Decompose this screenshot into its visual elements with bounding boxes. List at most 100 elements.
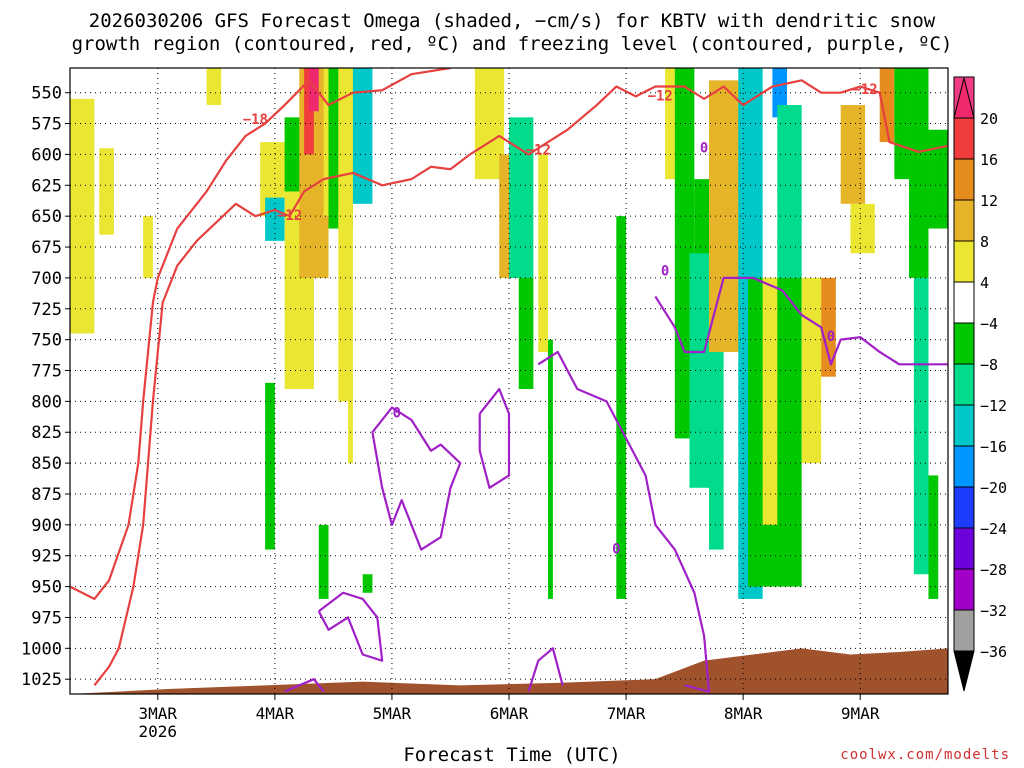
omega-cell: [894, 68, 909, 180]
omega-cell: [762, 277, 778, 525]
colorbar-over-arrow: [953, 77, 975, 119]
contour-label: 0: [393, 406, 401, 422]
y-tick-label: 900: [31, 516, 62, 536]
contour-line: [654, 276, 948, 366]
omega-cell: [143, 216, 153, 278]
y-tick-label: 1025: [21, 670, 62, 690]
y-tick-label: 1000: [21, 639, 62, 659]
y-tick-label: 775: [31, 362, 62, 382]
y-tick-label: 550: [31, 84, 62, 104]
colorbar-tick-label: 8: [980, 233, 989, 251]
colorbar-tick-label: 4: [980, 274, 989, 292]
colorbar-segment: [953, 486, 975, 529]
y-tick-label: 725: [31, 300, 62, 320]
contour-line: [478, 387, 511, 489]
x-axis-label: Forecast Time (UTC): [403, 744, 621, 766]
contour-label: 0: [661, 264, 669, 280]
x-tick-label: 5MAR: [373, 704, 412, 723]
omega-cell: [265, 382, 275, 550]
omega-cell: [850, 203, 875, 254]
y-tick-label: 575: [31, 115, 62, 135]
y-tick-label: 675: [31, 238, 62, 258]
contour-label: −12: [277, 208, 302, 224]
colorbar-tick-label: −36: [980, 643, 1007, 661]
y-tick-label: 925: [31, 547, 62, 567]
x-tick-sublabel: 2026: [139, 722, 178, 741]
x-tick-label: 6MAR: [490, 704, 529, 723]
colorbar-segment: [953, 445, 975, 488]
omega-cell: [362, 574, 373, 593]
omega-cell: [913, 277, 929, 575]
contour-line: [284, 678, 325, 693]
colorbar-tick-label: −20: [980, 479, 1007, 497]
omega-cell: [338, 68, 353, 402]
contour-label: 0: [827, 329, 835, 345]
colorbar-tick-label: 12: [980, 192, 998, 210]
omega-cell: [318, 524, 329, 599]
colorbar-tick-label: 20: [980, 110, 998, 128]
contour-line: [537, 350, 711, 693]
omega-cell: [548, 339, 553, 599]
y-tick-label: 700: [31, 269, 62, 289]
x-tick-label: 3MAR: [139, 704, 178, 723]
colorbar-segment: [953, 527, 975, 570]
colorbar-segment: [953, 363, 975, 406]
omega-cell: [348, 376, 353, 464]
x-tick-label: 4MAR: [256, 704, 295, 723]
contour-line: [317, 591, 384, 662]
contour-line: [70, 68, 451, 601]
y-tick-label: 750: [31, 331, 62, 351]
colorbar-segment: [953, 117, 975, 160]
y-tick-label: 650: [31, 207, 62, 227]
contour-label: −12: [526, 143, 551, 159]
omega-cell: [99, 148, 114, 235]
colorbar-segment: [953, 609, 975, 652]
omega-cell: [801, 277, 822, 464]
terrain-ground: [70, 648, 948, 694]
source-credit: coolwx.com/modelts: [840, 747, 1010, 763]
contour-label: −18: [243, 112, 268, 128]
chart-title-line-1: 2026030206 GFS Forecast Omega (shaded, −…: [88, 10, 936, 32]
omega-cell: [777, 105, 802, 278]
colorbar-tick-label: −8: [980, 356, 998, 374]
y-tick-label: 850: [31, 454, 62, 474]
plot-area: −18 −12 −12 −12 −12 0 0 0 0 0: [70, 68, 948, 694]
colorbar-segment: [953, 158, 975, 201]
colorbar-tick-label: −16: [980, 438, 1007, 456]
omega-cell: [206, 68, 222, 106]
contour-line: [527, 647, 564, 692]
contour-line: [93, 79, 948, 687]
omega-cell: [616, 216, 627, 599]
contour-label: 0: [612, 542, 620, 558]
y-tick-label: 800: [31, 392, 62, 412]
contour-label: −12: [648, 88, 673, 104]
omega-cell: [509, 117, 534, 278]
omega-cell: [538, 154, 549, 352]
omega-cell: [265, 197, 285, 241]
y-tick-label: 975: [31, 608, 62, 628]
omega-cell: [840, 105, 866, 204]
colorbar-tick-label: −12: [980, 397, 1007, 415]
y-tick-label: 825: [31, 423, 62, 443]
colorbar-segment: [953, 568, 975, 611]
omega-cell: [708, 80, 744, 352]
colorbar-segment: [953, 199, 975, 242]
contour-line: [371, 406, 462, 551]
colorbar-tick-label: −4: [980, 315, 998, 333]
colorbar-under-arrow: [953, 650, 975, 692]
colorbar-segment: [953, 240, 975, 283]
x-tick-label: 9MAR: [841, 704, 880, 723]
omega-cell: [309, 68, 319, 112]
colorbar-segment: [953, 404, 975, 447]
chart-title-line-2: growth region (contoured, red, ºC) and f…: [71, 33, 953, 55]
colorbar-tick-label: −24: [980, 520, 1007, 538]
y-tick-label: 950: [31, 578, 62, 598]
colorbar-tick-label: 16: [980, 151, 998, 169]
colorbar-tick-label: −28: [980, 561, 1007, 579]
colorbar-segment: [953, 322, 975, 365]
x-tick-label: 7MAR: [607, 704, 646, 723]
omega-cell: [928, 475, 939, 599]
omega-cell: [908, 68, 929, 278]
y-tick-label: 875: [31, 485, 62, 505]
